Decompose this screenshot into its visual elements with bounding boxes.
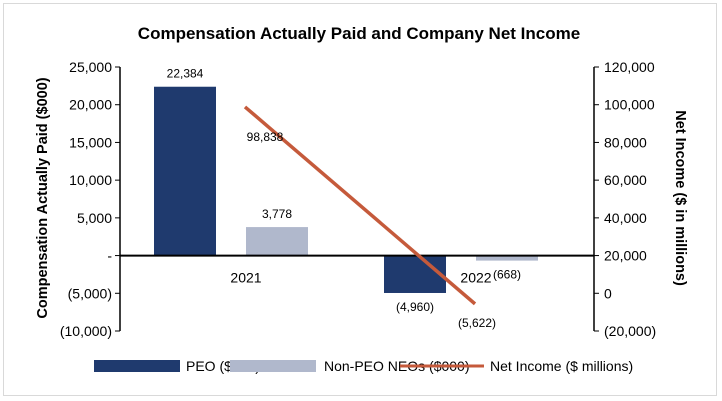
chart-marks: 22,384 (4,960) 3,778 (668) 2021 2022 98,838 (5,… <box>120 67 594 330</box>
right-tick-label: (20,000) <box>604 323 656 339</box>
bar-data-label: (4,960) <box>396 300 434 314</box>
bar-data-label: 3,778 <box>262 207 292 221</box>
legend-swatch-nonpeo <box>230 360 316 372</box>
legend-label-nonpeo: Non-PEO NEOs ($000) <box>324 358 470 374</box>
left-tick-label: 5,000 <box>77 210 112 226</box>
left-tick-label: 25,000 <box>69 59 112 75</box>
left-tick-label: (10,000) <box>60 323 112 339</box>
right-tick-label: 20,000 <box>604 248 647 264</box>
chart-title: Compensation Actually Paid and Company N… <box>138 24 580 43</box>
bar-data-label: 22,384 <box>167 67 204 81</box>
bar-data-label: (668) <box>493 268 521 282</box>
right-axis-label: Net Income ($ in millions) <box>672 110 688 286</box>
right-tick-label: 100,000 <box>604 97 655 113</box>
bar-peo-2022 <box>384 255 446 293</box>
right-tick-label: 0 <box>604 285 612 301</box>
line-data-label: (5,622) <box>458 316 496 330</box>
legend-label-netincome: Net Income ($ millions) <box>490 358 633 374</box>
left-tick-label: 10,000 <box>69 172 112 188</box>
left-tick-label: 15,000 <box>69 134 112 150</box>
left-tick-label: 20,000 <box>69 97 112 113</box>
legend: PEO ($000) Non-PEO NEOs ($000) Net Incom… <box>94 358 633 374</box>
left-tick-label: - <box>107 248 112 264</box>
left-axis: 25,000 20,000 15,000 10,000 5,000 - (5,000) (10… <box>60 59 121 339</box>
bar-peo-2021 <box>154 86 216 256</box>
category-label-2021: 2021 <box>230 270 261 286</box>
net-income-line <box>243 105 477 306</box>
right-tick-label: 40,000 <box>604 210 647 226</box>
legend-swatch-peo <box>94 360 180 372</box>
right-axis: 120,000 100,000 80,000 60,000 40,000 20,000 0 (… <box>593 59 656 339</box>
right-tick-label: 80,000 <box>604 134 647 150</box>
line-data-label: 98,838 <box>247 130 284 144</box>
right-tick-label: 60,000 <box>604 172 647 188</box>
bar-nonpeo-2022 <box>476 255 538 261</box>
right-tick-label: 120,000 <box>604 59 655 75</box>
left-axis-label: Compensation Actually Paid ($000) <box>35 77 51 318</box>
bar-nonpeo-2021 <box>246 227 308 256</box>
category-label-2022: 2022 <box>460 270 491 286</box>
left-tick-label: (5,000) <box>68 285 112 301</box>
